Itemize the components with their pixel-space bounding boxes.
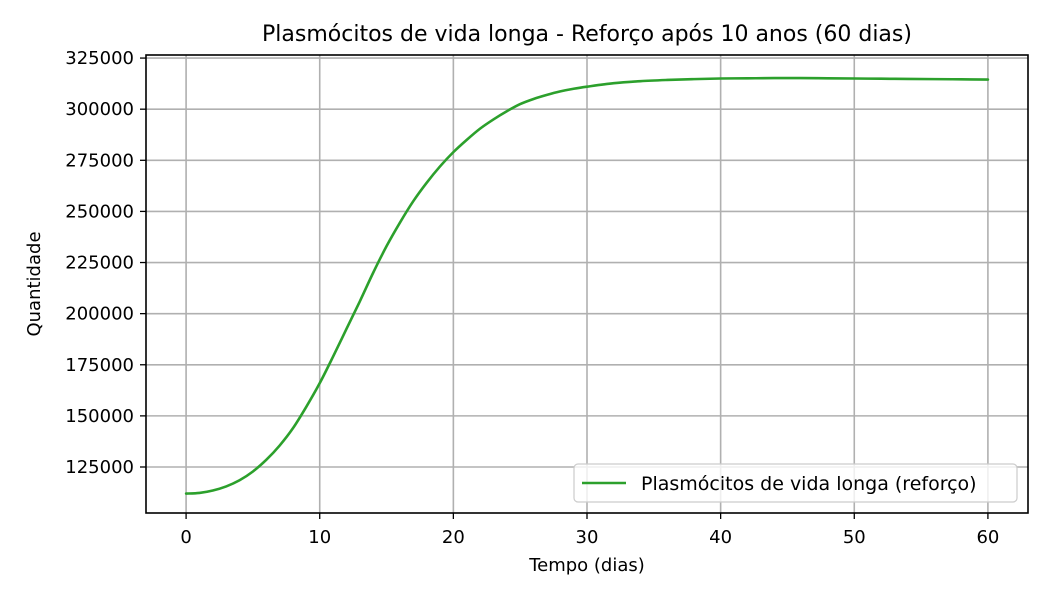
x-tick-label: 0 [180,527,191,548]
y-tick-label: 300000 [65,99,134,120]
x-axis-ticks: 0 10 20 30 40 50 60 [180,513,999,548]
y-tick-label: 225000 [65,253,134,274]
y-tick-label: 200000 [65,304,134,325]
chart-title: Plasmócitos de vida longa - Reforço após… [262,22,912,47]
y-axis-ticks: 125000 150000 175000 200000 225000 250000 2750… [65,48,146,478]
y-tick-label: 175000 [65,355,134,376]
x-tick-label: 60 [976,527,999,548]
y-tick-label: 275000 [65,150,134,171]
legend: Plasmócitos de vida longa (reforço) [573,463,1018,503]
series-line [184,76,990,495]
legend-box [573,463,1018,503]
y-tick-label: 125000 [65,457,134,478]
y-tick-label: 325000 [65,48,134,69]
y-axis-label: Quantidade [24,231,45,336]
y-tick-label: 250000 [65,201,134,222]
x-tick-label: 40 [709,527,732,548]
x-tick-label: 20 [442,527,465,548]
series-layer [184,76,990,495]
x-tick-label: 50 [843,527,866,548]
legend-label: Plasmócitos de vida longa (reforço) [641,473,977,495]
x-tick-label: 30 [576,527,599,548]
x-axis-label: Tempo (dias) [528,555,645,576]
y-tick-label: 150000 [65,406,134,427]
x-tick-label: 10 [308,527,331,548]
grid-lines [146,55,1028,513]
